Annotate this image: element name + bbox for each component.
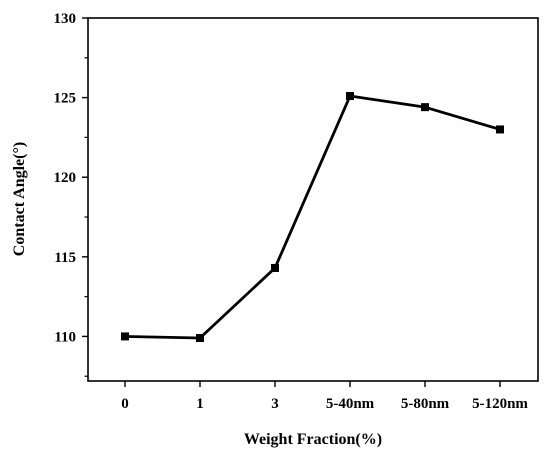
data-point [421,103,429,112]
x-tick-label: 1 [196,396,204,412]
x-axis-ticks: 0 1 3 5-40nm 5-80nm 5-120nm [121,381,528,412]
data-point [196,334,204,343]
data-point [271,263,279,272]
x-tick-label: 3 [271,396,279,412]
data-point [346,92,354,101]
series-group [121,92,504,343]
y-tick-label: 120 [54,170,77,186]
x-axis-title: Weight Fraction(%) [244,431,382,448]
plot-frame [87,17,539,382]
y-tick-label: 115 [54,250,76,266]
x-tick-label: 5-80nm [401,396,450,412]
series-line [124,94,501,340]
y-tick-label: 110 [54,329,76,345]
y-tick-label: 125 [54,91,77,107]
x-tick-label: 5-40nm [326,396,375,412]
data-point [121,332,129,341]
y-tick-label: 130 [54,11,77,27]
y-axis-title: Contact Angle(°) [11,142,28,256]
x-tick-label: 5-120nm [472,396,528,412]
data-point [496,125,504,134]
x-tick-label: 0 [121,396,129,412]
y-axis-ticks: 110 115 120 125 130 [54,11,88,377]
